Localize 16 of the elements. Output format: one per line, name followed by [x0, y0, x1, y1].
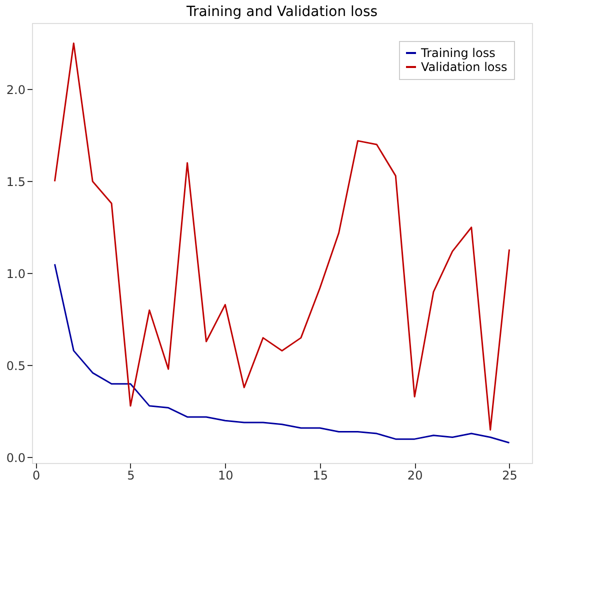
x-tick-label: 15: [312, 468, 328, 482]
x-tick-label: 10: [218, 468, 234, 482]
y-tick-label: 1.0: [6, 266, 26, 281]
y-tick-label: 0.0: [6, 450, 26, 465]
y-tick-label: 0.5: [6, 358, 26, 373]
y-tick-label: 1.5: [6, 174, 26, 189]
x-tick-label: 0: [32, 468, 40, 482]
legend-label: Validation loss: [421, 60, 508, 74]
x-tick-label: 20: [407, 468, 423, 482]
line-series: [54, 263, 510, 444]
x-tick-label: 5: [127, 468, 135, 482]
x-tick-label: 25: [502, 468, 518, 482]
line-series: [54, 42, 510, 431]
chart-title: Training and Validation loss: [185, 4, 378, 20]
legend-label: Training loss: [420, 46, 496, 60]
y-tick-label: 2.0: [6, 82, 26, 97]
